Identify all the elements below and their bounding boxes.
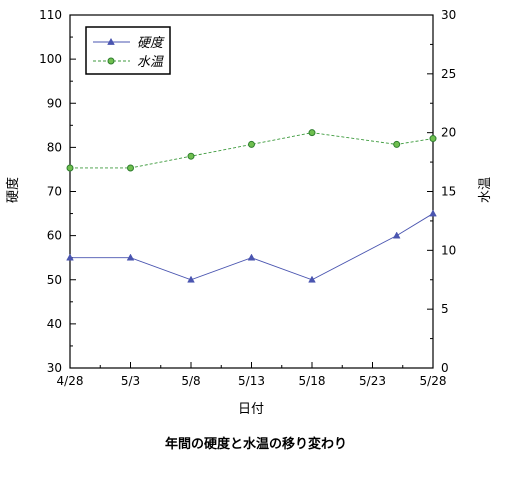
right-y-axis-title: 水温 — [478, 177, 493, 203]
left-y-tick-label: 90 — [47, 96, 62, 110]
series-layer — [66, 129, 437, 283]
data-point — [66, 253, 74, 261]
legend-marker — [107, 57, 115, 65]
legend-label: 硬度 — [137, 36, 165, 51]
data-point — [126, 253, 135, 261]
x-tick-label: 5/13 — [238, 374, 265, 388]
x-tick-label: 5/23 — [359, 374, 386, 388]
series-line — [70, 132, 434, 169]
x-tick-label: 5/18 — [299, 374, 326, 388]
data-point — [393, 140, 401, 148]
left-y-tick-label: 50 — [47, 273, 62, 287]
data-point — [187, 275, 195, 283]
left-y-tick-label: 80 — [47, 140, 62, 154]
x-tick-label: 5/28 — [420, 374, 447, 388]
right-y-tick-label: 30 — [441, 8, 456, 22]
right-y-tick-label: 10 — [441, 243, 456, 257]
data-point — [308, 129, 316, 137]
x-tick-label: 5/8 — [181, 374, 200, 388]
x-axis-title: 日付 — [238, 402, 264, 417]
right-y-axis: 0 5 10 15 20 25 30 — [427, 8, 456, 375]
left-y-tick-label: 110 — [39, 8, 62, 22]
left-y-tick-label: 40 — [47, 317, 62, 331]
right-y-tick-label: 0 — [441, 361, 449, 375]
legend-marker — [107, 37, 115, 45]
data-point — [187, 152, 195, 160]
data-point — [429, 209, 437, 217]
data-point — [308, 275, 316, 283]
data-point — [248, 140, 255, 148]
legend-box — [85, 26, 171, 75]
left-y-tick-label: 100 — [39, 52, 62, 66]
data-point — [66, 164, 74, 172]
x-tick-label: 4/28 — [57, 374, 84, 388]
series-1 — [66, 209, 437, 283]
left-y-tick-label: 30 — [47, 361, 62, 375]
left-y-tick-label: 60 — [47, 229, 62, 243]
legend-label: 水温 — [137, 55, 164, 70]
chart-caption: 年間の硬度と水温の移り変わり — [165, 436, 347, 452]
right-y-tick-label: 20 — [441, 126, 456, 140]
data-point — [247, 253, 256, 261]
right-y-tick-label: 5 — [441, 302, 449, 316]
series-2 — [66, 129, 437, 172]
x-axis: 4/28 5/3 5/8 5/13 5/18 5/23 5/28 — [57, 362, 447, 388]
data-point — [127, 164, 134, 172]
right-y-tick-label: 25 — [441, 67, 456, 81]
right-y-tick-label: 15 — [441, 185, 456, 199]
data-point — [429, 135, 437, 143]
x-tick-label: 5/3 — [121, 374, 140, 388]
left-y-axis-title: 硬度 — [5, 177, 21, 203]
left-y-tick-label: 70 — [47, 185, 62, 199]
data-point — [392, 231, 401, 239]
series-line — [70, 213, 434, 281]
